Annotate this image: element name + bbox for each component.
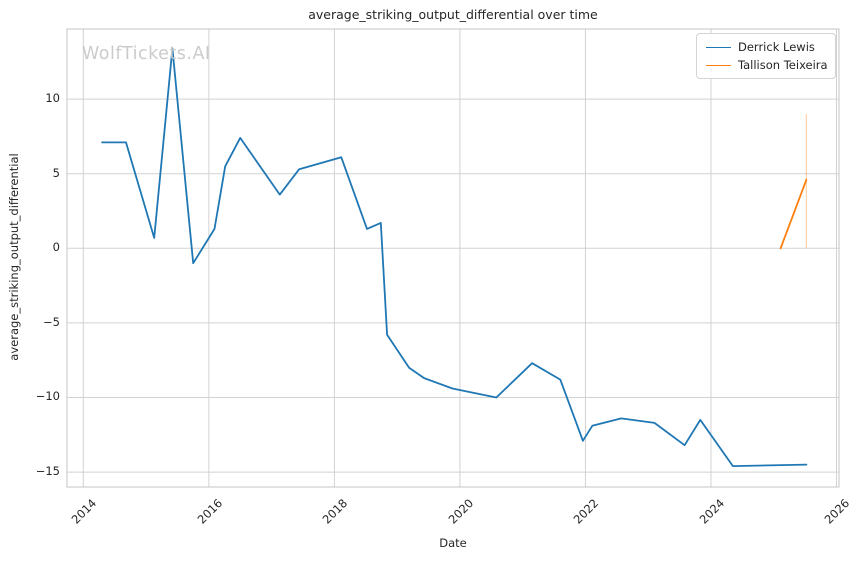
y-axis-label: average_striking_output_differential xyxy=(7,153,21,361)
watermark: WolfTickets.AI xyxy=(82,44,211,64)
chart-title: average_striking_output_differential ove… xyxy=(308,7,598,22)
legend-label: Derrick Lewis xyxy=(738,40,815,54)
legend-label: Tallison Teixeira xyxy=(738,58,828,72)
x-axis-label: Date xyxy=(439,536,467,550)
legend-item-tallison-teixeira: Tallison Teixeira xyxy=(706,56,828,74)
y-tick-label: 5 xyxy=(52,165,60,180)
legend: Derrick Lewis Tallison Teixeira xyxy=(696,33,836,79)
plot-border xyxy=(66,28,840,488)
y-tick-label: 0 xyxy=(52,240,60,255)
y-tick-label: 10 xyxy=(45,91,60,106)
legend-line-sample-icon xyxy=(706,64,731,66)
series-line-derrick-lewis xyxy=(101,47,808,468)
legend-line-sample-icon xyxy=(706,46,731,48)
y-tick-label: −15 xyxy=(35,464,60,479)
y-tick-label: −5 xyxy=(43,314,60,329)
legend-item-derrick-lewis: Derrick Lewis xyxy=(706,38,827,56)
y-tick-label: −10 xyxy=(35,389,60,404)
series-line-tallison-teixeira xyxy=(779,178,808,250)
